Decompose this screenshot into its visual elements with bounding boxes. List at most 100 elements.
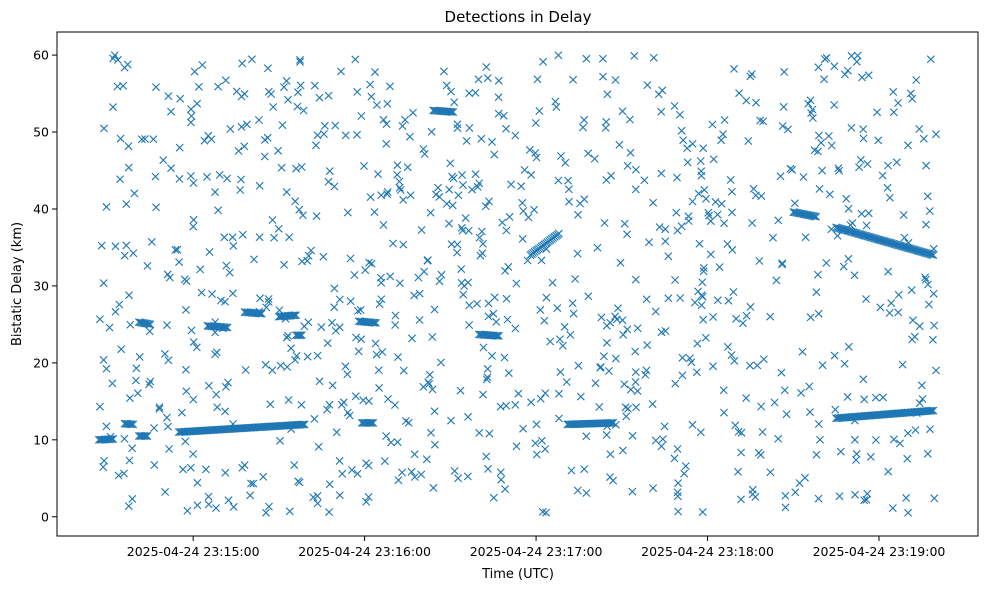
data-point <box>204 131 213 140</box>
data-point <box>337 67 345 76</box>
data-point <box>632 403 641 412</box>
data-point <box>456 386 465 395</box>
data-point <box>759 355 768 364</box>
data-point <box>335 295 344 304</box>
data-point <box>226 125 235 133</box>
y-tick-label: 60 <box>33 48 49 63</box>
data-point <box>623 230 632 239</box>
data-point <box>908 335 917 344</box>
data-point <box>109 54 118 63</box>
data-point <box>281 314 290 323</box>
data-point <box>142 432 150 440</box>
data-point <box>690 298 699 307</box>
data-point <box>884 267 893 276</box>
data-point <box>756 116 765 125</box>
data-point <box>696 157 705 165</box>
data-point <box>124 142 133 151</box>
data-point <box>189 215 198 224</box>
data-point <box>432 190 440 199</box>
data-point <box>391 311 400 320</box>
data-point <box>836 447 845 456</box>
data-point <box>885 193 894 202</box>
data-point <box>222 323 230 332</box>
data-point <box>331 326 340 335</box>
data-point <box>120 251 129 260</box>
data-point <box>99 463 108 471</box>
data-point <box>146 377 155 386</box>
data-point <box>457 265 466 274</box>
data-point <box>285 507 294 516</box>
data-point <box>927 250 936 259</box>
data-point <box>832 223 841 232</box>
data-point <box>211 328 220 337</box>
data-point <box>604 367 613 375</box>
data-point <box>756 450 765 459</box>
data-point <box>173 245 182 254</box>
data-point <box>929 289 938 298</box>
data-point <box>527 398 536 407</box>
data-point <box>395 279 404 288</box>
data-point <box>565 197 573 206</box>
data-point <box>809 212 818 221</box>
data-point <box>912 409 921 417</box>
data-point <box>152 203 161 212</box>
data-point <box>593 243 602 252</box>
data-point <box>164 422 172 431</box>
data-point <box>364 461 373 470</box>
data-point <box>292 351 301 360</box>
data-point <box>615 140 624 149</box>
data-point <box>374 170 382 179</box>
data-point <box>720 219 729 228</box>
data-point <box>894 308 903 317</box>
data-point <box>645 238 653 247</box>
data-point <box>285 233 294 242</box>
data-point <box>203 172 211 181</box>
data-point <box>109 103 117 112</box>
data-point <box>757 402 766 411</box>
data-point <box>274 146 283 155</box>
y-tick-label: 30 <box>33 278 49 293</box>
data-point <box>132 364 141 373</box>
data-point <box>374 366 383 375</box>
data-point <box>102 422 111 431</box>
data-point <box>476 251 485 260</box>
data-point <box>806 96 815 105</box>
data-point <box>692 368 701 377</box>
data-point <box>501 485 510 494</box>
data-point <box>365 258 374 267</box>
data-point <box>141 135 149 143</box>
data-point <box>357 335 366 344</box>
data-point <box>850 271 859 280</box>
data-point <box>276 361 285 370</box>
data-point <box>454 474 463 483</box>
data-point <box>379 115 388 124</box>
data-point <box>386 272 395 281</box>
data-point <box>445 185 454 194</box>
data-point <box>885 309 894 317</box>
data-point <box>505 212 514 221</box>
data-point <box>465 89 474 98</box>
data-point <box>417 470 426 479</box>
data-point <box>234 147 243 155</box>
data-point <box>426 208 435 217</box>
data-point <box>625 115 634 124</box>
data-point <box>268 366 277 375</box>
data-point <box>428 333 437 341</box>
plot-frame <box>56 31 979 537</box>
data-point <box>189 395 198 404</box>
data-point <box>661 327 670 335</box>
data-point <box>844 342 853 351</box>
data-point <box>229 241 238 250</box>
data-point <box>375 300 384 309</box>
y-tick-label: 50 <box>33 125 49 140</box>
data-point <box>307 246 316 255</box>
data-point <box>464 226 473 235</box>
data-point <box>602 430 611 439</box>
data-point <box>406 191 415 200</box>
data-point <box>649 198 658 207</box>
data-point <box>738 319 747 328</box>
data-point <box>200 136 209 145</box>
data-point <box>620 380 629 389</box>
data-point <box>119 81 128 90</box>
data-point <box>818 361 827 370</box>
